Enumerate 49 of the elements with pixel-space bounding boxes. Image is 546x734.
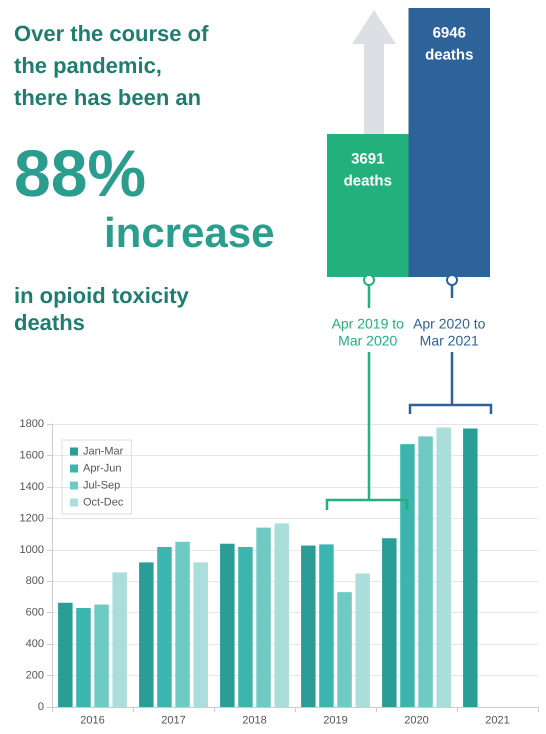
x-tick-label: 2017 <box>161 714 186 726</box>
y-tick-label: 800 <box>26 575 44 588</box>
data-label: 6946 deaths <box>425 24 474 64</box>
bar <box>301 546 316 707</box>
bar <box>193 562 208 707</box>
x-tick-label: 2021 <box>485 714 510 726</box>
text: increase <box>104 209 274 256</box>
legend-label: Apr-Jun <box>83 462 122 474</box>
bar <box>355 574 370 707</box>
legend-label: Oct-Dec <box>83 496 124 508</box>
x-tick-label: 2019 <box>323 714 348 726</box>
bar <box>238 546 253 707</box>
bar <box>274 523 289 707</box>
y-tick-label: 600 <box>26 606 44 619</box>
bar <box>157 546 172 707</box>
data-label: 3691 deaths <box>344 150 392 190</box>
bar <box>256 528 271 707</box>
y-tick-label: 1400 <box>20 480 44 493</box>
legend-label: Jan-Mar <box>83 446 124 458</box>
bar <box>400 444 415 707</box>
y-tick-label: 1600 <box>20 449 44 462</box>
bar <box>436 427 451 707</box>
y-tick-label: 400 <box>26 638 44 650</box>
bar <box>319 544 334 707</box>
y-tick-label: 1800 <box>20 418 44 430</box>
y-tick-label: 1000 <box>20 544 44 556</box>
bar <box>58 602 73 707</box>
text: in opioid toxicity deaths <box>14 282 190 336</box>
y-tick-label: 0 <box>38 701 44 713</box>
bar <box>337 592 352 707</box>
bar <box>220 544 235 707</box>
text: Over the course of the pandemic, there has been an <box>14 20 210 112</box>
x-tick-label: 2018 <box>242 714 267 726</box>
text: 88% <box>14 136 146 210</box>
bar <box>139 562 154 707</box>
bar <box>382 538 397 707</box>
x-tick-label: Apr 2020 to Mar 2021 <box>413 316 486 348</box>
bar <box>418 436 433 707</box>
bar <box>175 542 190 707</box>
legend-label: Jul-Sep <box>83 480 120 492</box>
bar <box>94 604 109 707</box>
bar <box>76 608 91 707</box>
bar <box>463 428 478 707</box>
y-tick-label: 1200 <box>20 512 44 524</box>
y-tick-label: 200 <box>26 670 44 682</box>
x-tick-label: 2020 <box>404 714 429 726</box>
x-tick-label: 2016 <box>80 714 105 726</box>
bar <box>112 572 127 707</box>
x-tick-label: Apr 2019 to Mar 2020 <box>332 316 404 348</box>
